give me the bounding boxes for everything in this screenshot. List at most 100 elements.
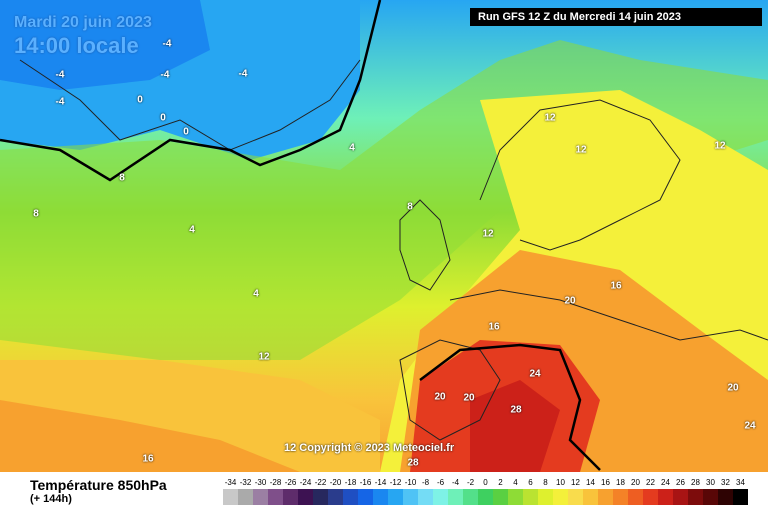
forecast-time: 14:00 locale — [14, 33, 139, 58]
color-scale-swatch — [268, 489, 283, 505]
color-scale-swatch — [628, 489, 643, 505]
color-scale-tick: -22 — [314, 478, 327, 487]
color-scale-swatch — [613, 489, 628, 505]
isotherm-label: 28 — [407, 457, 419, 469]
color-scale-tick: -34 — [224, 478, 237, 487]
color-scale-swatch — [343, 489, 358, 505]
isotherm-label: 12 — [482, 228, 494, 240]
isotherm-label: -4 — [160, 69, 170, 81]
color-scale-swatch — [703, 489, 718, 505]
color-scale-tick: -28 — [269, 478, 282, 487]
legend-subtitle: (+ 144h) — [30, 493, 72, 505]
color-scale-swatch — [523, 489, 538, 505]
very-cold-zone — [0, 0, 210, 90]
color-scale-tick: -30 — [254, 478, 267, 487]
greenland-coast — [19, 59, 361, 151]
color-scale-tick: 26 — [676, 478, 685, 487]
isotherm-label: 4 — [189, 224, 195, 236]
color-scale-swatch — [313, 489, 328, 505]
isotherm-label: -4 — [238, 68, 248, 80]
temperature-map — [0, 0, 768, 472]
color-scale-tick: 10 — [556, 478, 565, 487]
isotherm-label: 24 — [744, 420, 756, 432]
isotherm-label: 8 — [407, 201, 413, 213]
isotherm-label: 20 — [564, 295, 576, 307]
copyright-text: 12 Copyright © 2023 Meteociel.fr — [284, 442, 455, 454]
isotherm-label: 20 — [463, 392, 475, 404]
color-scale-tick: 8 — [543, 478, 548, 487]
color-scale-tick: 2 — [498, 478, 503, 487]
isotherm-label: 4 — [349, 142, 355, 154]
color-scale-tick: 28 — [691, 478, 700, 487]
color-scale-tick: -32 — [239, 478, 252, 487]
isotherm-label: 16 — [142, 453, 154, 465]
color-scale-tick: 14 — [586, 478, 595, 487]
color-scale-swatch — [493, 489, 508, 505]
legend-title: Température 850hPa — [30, 477, 167, 493]
isotherm-label: 8 — [33, 208, 39, 220]
isotherm-label: 8 — [119, 172, 125, 184]
color-scale-swatch — [283, 489, 298, 505]
color-scale-tick: 22 — [646, 478, 655, 487]
color-scale-swatch — [673, 489, 688, 505]
color-scale-tick: -16 — [359, 478, 372, 487]
isotherm-label: 12 — [258, 351, 270, 363]
color-scale-swatch — [553, 489, 568, 505]
southwest-orange-zone — [0, 400, 300, 472]
color-scale-swatch — [538, 489, 553, 505]
color-scale-tick: 4 — [513, 478, 518, 487]
color-scale-tick: -2 — [466, 478, 475, 487]
color-scale-tick: -8 — [421, 478, 430, 487]
isotherm-label: -4 — [162, 38, 172, 50]
color-scale-tick: 20 — [631, 478, 640, 487]
color-scale-swatch — [448, 489, 463, 505]
color-scale-swatch — [253, 489, 268, 505]
europe-coast — [449, 289, 768, 341]
color-scale-tick: -26 — [284, 478, 297, 487]
color-scale-tick: 32 — [721, 478, 730, 487]
color-scale-swatch — [238, 489, 253, 505]
color-scale-tick: 6 — [528, 478, 533, 487]
color-scale-swatch — [298, 489, 313, 505]
isotherm-label: 12 — [544, 112, 556, 124]
isotherm-label: 20 — [727, 382, 739, 394]
color-scale-swatch — [358, 489, 373, 505]
color-scale-swatch — [328, 489, 343, 505]
color-scale-tick: -12 — [389, 478, 402, 487]
model-run-label: Run GFS 12 Z du Mercredi 14 juin 2023 — [470, 8, 762, 26]
scandinavia-coast — [479, 99, 681, 251]
color-scale-tick: -14 — [374, 478, 387, 487]
color-scale-tick: 12 — [571, 478, 580, 487]
color-scale-swatch — [478, 489, 493, 505]
color-scale-tick: -20 — [329, 478, 342, 487]
color-scale-swatch — [403, 489, 418, 505]
zero-isotherm — [0, 0, 382, 182]
color-scale-swatch — [508, 489, 523, 505]
isotherm-label: 12 — [575, 144, 587, 156]
color-scale-swatch — [463, 489, 478, 505]
color-scale-swatch — [223, 489, 238, 505]
isotherm-label: 16 — [488, 321, 500, 333]
isotherm-label: 0 — [160, 112, 166, 124]
isotherm-label: -4 — [55, 96, 65, 108]
color-scale-swatch — [688, 489, 703, 505]
color-scale-swatch — [643, 489, 658, 505]
color-scale-labels: -34 -32 -30 -28 -26 -24 -22 -20 -18 -16 -14 -12 -10-… — [223, 478, 763, 488]
isotherm-label: 0 — [137, 94, 143, 106]
color-scale-swatch — [388, 489, 403, 505]
color-scale-tick: -18 — [344, 478, 357, 487]
color-scale-swatch — [433, 489, 448, 505]
color-scale-swatch — [598, 489, 613, 505]
color-scale-tick: 24 — [661, 478, 670, 487]
isotherm-label: 4 — [253, 288, 259, 300]
color-scale-swatch — [568, 489, 583, 505]
color-scale-tick: -4 — [451, 478, 460, 487]
color-scale-tick: 18 — [616, 478, 625, 487]
color-scale-swatch — [373, 489, 388, 505]
color-scale-tick: 0 — [483, 478, 488, 487]
color-scale-swatch — [733, 489, 748, 505]
color-scale-tick: 34 — [736, 478, 745, 487]
color-scale-swatch — [583, 489, 598, 505]
color-scale-tick: -24 — [299, 478, 312, 487]
